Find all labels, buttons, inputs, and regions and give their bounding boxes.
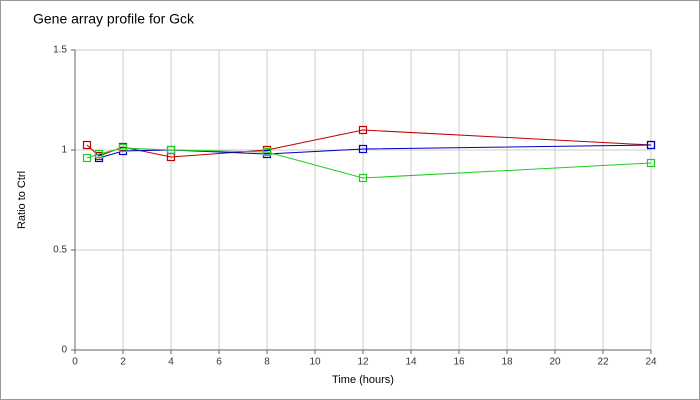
point-marker [646,158,656,168]
y-tick-label: 1 [61,145,67,156]
x-tick-label: 4 [168,357,174,368]
point-marker [262,147,272,157]
point-marker [166,145,176,155]
y-axis-label: Ratio to Ctrl [16,171,28,229]
point-marker [358,125,368,135]
x-tick-label: 12 [357,357,369,368]
x-tick-label: 16 [453,357,465,368]
x-tick-label: 8 [264,357,270,368]
point-marker [358,173,368,183]
x-axis-label: Time (hours) [332,374,394,386]
x-tick-label: 14 [405,357,417,368]
point-marker [82,153,92,163]
point-marker [94,149,104,159]
x-tick-label: 2 [120,357,126,368]
y-tick-label: 0.5 [53,245,67,256]
series-line [86,147,652,179]
series-line [86,129,652,158]
y-tick-label: 0 [61,345,67,356]
x-tick-label: 18 [501,357,513,368]
point-marker [646,140,656,150]
x-tick-label: 24 [645,357,657,368]
point-marker [358,144,368,154]
chart-title: Gene array profile for Gck [33,11,195,27]
x-tick-label: 22 [597,357,609,368]
x-tick-label: 20 [549,357,561,368]
y-tick-label: 1.5 [53,45,67,56]
point-marker [118,143,128,153]
point-marker [82,140,92,150]
x-tick-label: 6 [216,357,222,368]
x-tick-label: 0 [72,357,78,368]
x-tick-label: 10 [309,357,321,368]
